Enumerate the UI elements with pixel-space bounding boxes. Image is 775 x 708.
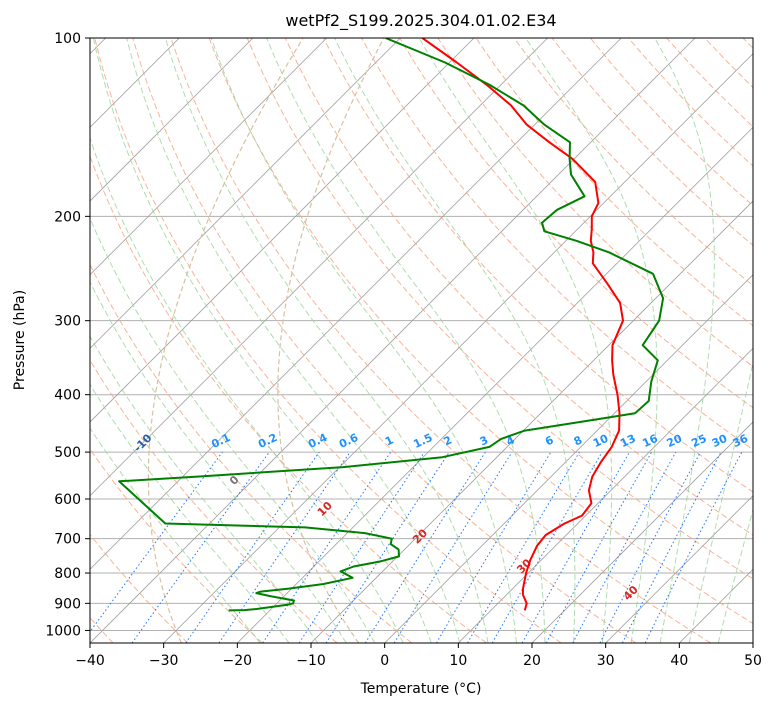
moist-adiabat-line — [90, 136, 404, 643]
isotherm-line — [90, 38, 548, 497]
y-axis: 100 200 300 400 500 600 700 800 900 1000 — [45, 31, 90, 639]
moist-adiabat-line — [90, 383, 290, 643]
y-tick-label: 200 — [54, 209, 81, 225]
isotherm-line — [90, 38, 622, 570]
y-tick-label: 500 — [54, 445, 81, 461]
chart-title: wetPf2_S199.2025.304.01.02.E34 — [285, 11, 556, 31]
moist-adiabat-line — [266, 38, 546, 643]
isotherm-line — [163, 53, 753, 643]
x-tick-label: −20 — [223, 653, 253, 669]
moist-adiabat-line — [90, 427, 261, 643]
moist-adiabat-line — [164, 38, 489, 643]
dry-adiabat-line — [246, 38, 753, 580]
saturation-curves — [147, 38, 385, 643]
moist-adiabat-line — [418, 38, 613, 643]
mixing-ratio-line — [90, 451, 223, 633]
x-tick-label: 10 — [449, 653, 467, 669]
dewpoint-line — [118, 38, 665, 612]
mixing-ratio-line — [131, 451, 270, 643]
mixing-ratio-label: 36 — [731, 432, 751, 450]
mixing-ratio-line — [545, 451, 653, 643]
x-tick-label: −30 — [149, 653, 179, 669]
plot-frame — [89, 37, 754, 644]
x-tick-label: 40 — [670, 653, 688, 669]
x-tick-label: −40 — [75, 653, 105, 669]
moist-adiabat-line — [126, 38, 461, 643]
moist-adiabat-line — [654, 38, 715, 643]
moist-adiabat-line — [210, 38, 517, 643]
mixing-ratio-line — [185, 451, 320, 643]
y-axis-label: Pressure (hPa) — [12, 290, 28, 390]
dry-adiabat-line — [90, 533, 189, 643]
mixing-ratio-line — [325, 451, 450, 643]
dry-adiabat-line — [513, 38, 753, 286]
mixing-ratio-line — [572, 451, 677, 643]
isotherm-line — [90, 38, 475, 423]
isotherm-line — [90, 38, 327, 276]
moist-adiabat-line — [90, 335, 319, 643]
moist-adiabat-line — [688, 359, 753, 643]
isotherm-line — [384, 274, 753, 643]
mixing-ratio-lines: 0.1 0.2 0.4 0.6 1 1.5 2 3 4 6 8 10 13 16 20 25 30 36 — [90, 431, 751, 643]
x-tick-label: 0 — [380, 653, 389, 669]
mixing-ratio-line — [521, 451, 630, 643]
x-axis: −40 −30 −20 −10 0 10 20 30 40 50 — [75, 643, 762, 669]
x-tick-label: 50 — [744, 653, 762, 669]
isobar-grid — [90, 38, 753, 631]
moist-adiabat-line — [92, 38, 432, 643]
dry-adiabat-line — [90, 359, 338, 643]
mixing-ratio-line — [262, 451, 392, 643]
dry-adiabat-line — [170, 38, 711, 643]
y-tick-label: 400 — [54, 388, 81, 404]
mixing-ratio-line — [644, 451, 743, 643]
mixing-ratio-label: 13 — [618, 432, 637, 450]
dry-adiabat-line — [90, 154, 487, 643]
x-tick-label: 20 — [523, 653, 541, 669]
isotherm-line — [237, 126, 753, 643]
isotherm-grid — [90, 38, 753, 643]
dry-adiabat-line — [94, 38, 562, 643]
y-tick-label: 1000 — [45, 623, 81, 639]
x-tick-label: −10 — [296, 653, 326, 669]
y-tick-label: 800 — [54, 566, 81, 582]
moist-adiabat-line — [90, 216, 376, 643]
x-axis-label: Temperature (°C) — [360, 681, 482, 697]
isotherm-line — [605, 495, 753, 643]
saturation-curve — [147, 38, 304, 643]
y-tick-label: 600 — [54, 492, 81, 508]
y-tick-label: 700 — [54, 532, 81, 548]
mixing-ratio-label: 25 — [689, 432, 708, 450]
moist-adiabat-line — [334, 38, 576, 643]
mixing-ratio-line — [393, 451, 513, 643]
isotherm-line — [90, 38, 401, 349]
temperature-line — [421, 38, 624, 611]
dry-adiabat-line — [132, 38, 637, 643]
dry-adiabat-line — [90, 448, 263, 643]
isotherm-line — [90, 38, 696, 643]
mixing-ratio-label: 20 — [665, 432, 685, 450]
saturation-curve — [277, 38, 385, 643]
dry-adiabat-line — [284, 38, 753, 536]
y-tick-label: 900 — [54, 596, 81, 612]
dry-adiabat-line — [90, 263, 413, 643]
moist-adiabat-line — [525, 38, 658, 643]
mixing-ratio-line — [218, 451, 351, 643]
y-tick-label: 100 — [54, 31, 81, 47]
dry-adiabat-line — [399, 38, 753, 409]
mixing-ratio-label: 10 — [591, 432, 611, 450]
sounding-series — [118, 38, 665, 612]
mixing-ratio-line — [298, 451, 425, 643]
mixing-ratio-label: 16 — [640, 432, 660, 450]
x-tick-label: 30 — [597, 653, 615, 669]
isotherm-line — [531, 421, 753, 643]
dry-adiabat-line — [208, 38, 753, 625]
isotherm-line — [90, 38, 254, 202]
isotherm-line — [458, 347, 753, 643]
mixing-ratio-label: 30 — [710, 432, 730, 450]
y-tick-label: 300 — [54, 314, 81, 330]
dry-adiabat-line — [361, 38, 753, 451]
